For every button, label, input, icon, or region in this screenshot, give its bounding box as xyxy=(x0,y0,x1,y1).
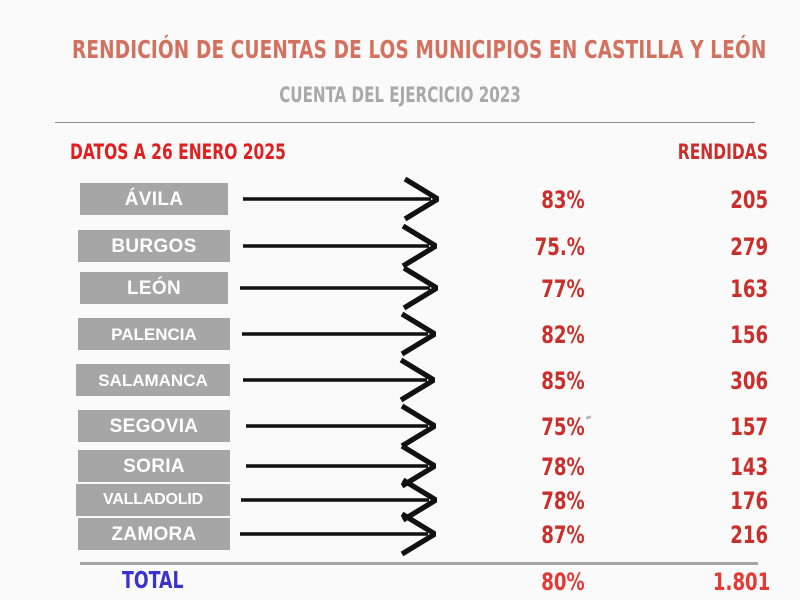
datos-column-header: DATOS A 26 ENERO 2025 xyxy=(70,140,286,164)
rendidas-cell: 216 xyxy=(0,521,768,549)
rendidas-cell: 306 xyxy=(0,367,768,395)
table-row: SORIA 78% 143 xyxy=(0,443,800,489)
province-box[interactable]: ZAMORA xyxy=(78,518,230,550)
rendidas-value: 163 xyxy=(730,275,768,303)
rendidas-value: 143 xyxy=(730,453,768,481)
table-row: PALENCIA 82% 156 xyxy=(0,311,800,357)
percent-cell: 78% xyxy=(0,487,585,515)
rendidas-value: 156 xyxy=(730,321,768,349)
header-divider xyxy=(55,122,755,123)
arrow-right-icon xyxy=(243,173,444,225)
percent-value: 82% xyxy=(541,321,585,349)
percent-value: 75% xyxy=(541,413,585,441)
province-label: LEÓN xyxy=(127,277,181,299)
percent-value: 87% xyxy=(541,521,585,549)
arrow-right-icon xyxy=(243,220,442,272)
percent-cell: 87% xyxy=(0,521,585,549)
rendidas-value: 205 xyxy=(730,186,768,214)
rendidas-cell: 163 xyxy=(0,275,768,303)
province-label: ÁVILA xyxy=(124,188,184,210)
rendidas-cell: 143 xyxy=(0,453,768,481)
table-row: VALLADOLID 78% 176 xyxy=(0,477,800,523)
province-box[interactable]: VALLADOLID xyxy=(76,484,230,516)
rendidas-value: 176 xyxy=(730,487,768,515)
arrow-right-icon xyxy=(246,400,441,452)
rendidas-column-header: RENDIDAS xyxy=(677,140,768,164)
province-label: SEGOVIA xyxy=(109,415,199,437)
province-box[interactable]: SALAMANCA xyxy=(76,364,230,396)
rendidas-value: 306 xyxy=(730,367,768,395)
table-row: SEGOVIA 75% 157 xyxy=(0,403,800,449)
percent-cell: 78% xyxy=(0,453,585,481)
table-row: ZAMORA 87% 216 xyxy=(0,511,800,557)
percent-cell: 85% xyxy=(0,367,585,395)
total-count: 1.801 xyxy=(0,568,770,596)
rendidas-cell: 156 xyxy=(0,321,768,349)
percent-value: 83% xyxy=(541,186,585,214)
table-row: BURGOS 75.% 279 xyxy=(0,223,800,269)
province-label: ZAMORA xyxy=(111,523,197,545)
percent-cell: 75% xyxy=(0,413,585,441)
percent-value: 77% xyxy=(541,275,585,303)
table-row: ÁVILA 83% 205 xyxy=(0,176,800,222)
province-box[interactable]: PALENCIA xyxy=(78,318,230,350)
province-box[interactable]: SEGOVIA xyxy=(78,410,230,442)
rendidas-cell: 176 xyxy=(0,487,768,515)
arrow-right-icon xyxy=(242,308,441,360)
percent-cell: 77% xyxy=(0,275,585,303)
arrow-right-icon xyxy=(241,474,442,526)
page-subtitle: CUENTA DEL EJERCICIO 2023 xyxy=(279,83,521,107)
province-label: SALAMANCA xyxy=(98,370,208,390)
rendidas-cell: 279 xyxy=(0,233,768,261)
province-box[interactable]: ÁVILA xyxy=(80,183,228,215)
table-row: SALAMANCA 85% 306 xyxy=(0,357,800,403)
province-label: PALENCIA xyxy=(111,324,197,344)
province-label: VALLADOLID xyxy=(103,491,203,508)
percent-value: 78% xyxy=(541,453,585,481)
province-box[interactable]: BURGOS xyxy=(78,230,230,262)
rendidas-value: 216 xyxy=(730,521,768,549)
arrow-right-icon xyxy=(240,262,443,314)
total-count-value: 1.801 xyxy=(712,568,770,596)
total-percent: 80% xyxy=(0,568,585,596)
total-label: TOTAL xyxy=(122,568,184,594)
arrow-right-icon xyxy=(246,440,441,492)
percent-cell: 82% xyxy=(0,321,585,349)
province-label: BURGOS xyxy=(111,235,197,257)
province-box[interactable]: SORIA xyxy=(78,450,230,482)
rendidas-cell: 157 xyxy=(0,413,768,441)
arrow-right-icon xyxy=(240,508,441,560)
percent-value: 75.% xyxy=(534,233,585,261)
total-divider xyxy=(80,562,758,565)
percent-value: 85% xyxy=(541,367,585,395)
page-title: RENDICIÓN DE CUENTAS DE LOS MUNICIPIOS E… xyxy=(72,35,767,64)
rendidas-value: 279 xyxy=(730,233,768,261)
province-box[interactable]: LEÓN xyxy=(80,272,228,304)
percent-value: 78% xyxy=(541,487,585,515)
total-percent-value: 80% xyxy=(541,568,585,596)
table-row: LEÓN 77% 163 xyxy=(0,265,800,311)
province-label: SORIA xyxy=(123,455,185,477)
rendidas-value: 157 xyxy=(730,413,768,441)
arrow-right-icon xyxy=(243,354,440,406)
percent-cell: 75.% xyxy=(0,233,585,261)
rendidas-cell: 205 xyxy=(0,186,768,214)
percent-cell: 83% xyxy=(0,186,585,214)
